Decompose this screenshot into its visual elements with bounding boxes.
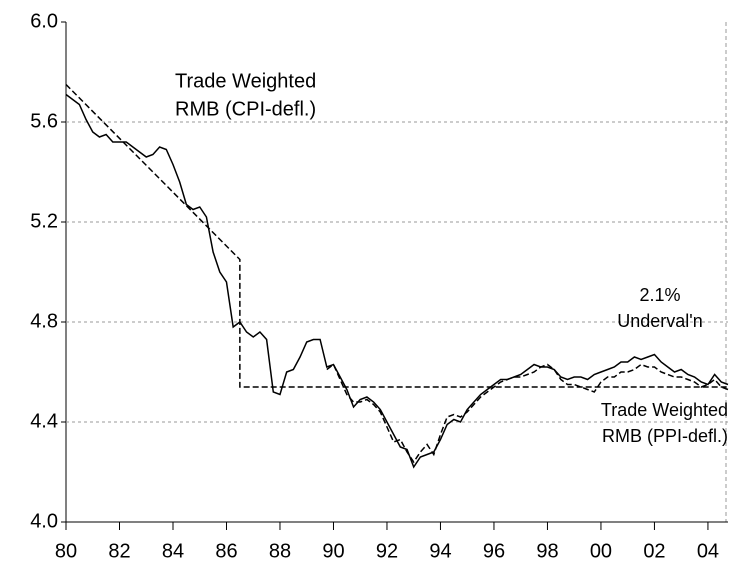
x-tick-label: 00 bbox=[590, 540, 612, 562]
annotation: RMB (PPI-defl.) bbox=[602, 426, 728, 446]
series-line bbox=[65, 83, 728, 388]
annotation: RMB (CPI-defl.) bbox=[175, 98, 316, 120]
x-tick-label: 86 bbox=[215, 540, 237, 562]
x-tick-label: 80 bbox=[55, 540, 77, 562]
annotation: Trade Weighted bbox=[601, 400, 728, 420]
series-line bbox=[326, 363, 729, 464]
annotation: Underval'n bbox=[617, 311, 702, 331]
y-tick-label: 6.0 bbox=[30, 10, 58, 32]
x-tick-label: 02 bbox=[643, 540, 665, 562]
y-tick-label: 5.6 bbox=[30, 110, 58, 132]
y-tick-label: 5.2 bbox=[30, 210, 58, 232]
x-tick-label: 88 bbox=[269, 540, 291, 562]
y-tick-label: 4.4 bbox=[30, 410, 58, 432]
x-tick-label: 04 bbox=[697, 540, 719, 562]
annotation: Trade Weighted bbox=[175, 70, 316, 92]
y-tick-label: 4.0 bbox=[30, 510, 58, 532]
x-tick-label: 92 bbox=[376, 540, 398, 562]
x-tick-label: 84 bbox=[162, 540, 184, 562]
x-tick-label: 96 bbox=[483, 540, 505, 562]
annotation: 2.1% bbox=[639, 285, 680, 305]
x-tick-label: 90 bbox=[322, 540, 344, 562]
x-tick-label: 94 bbox=[429, 540, 451, 562]
y-tick-label: 4.8 bbox=[30, 310, 58, 332]
x-tick-label: 98 bbox=[536, 540, 558, 562]
x-tick-label: 82 bbox=[108, 540, 130, 562]
